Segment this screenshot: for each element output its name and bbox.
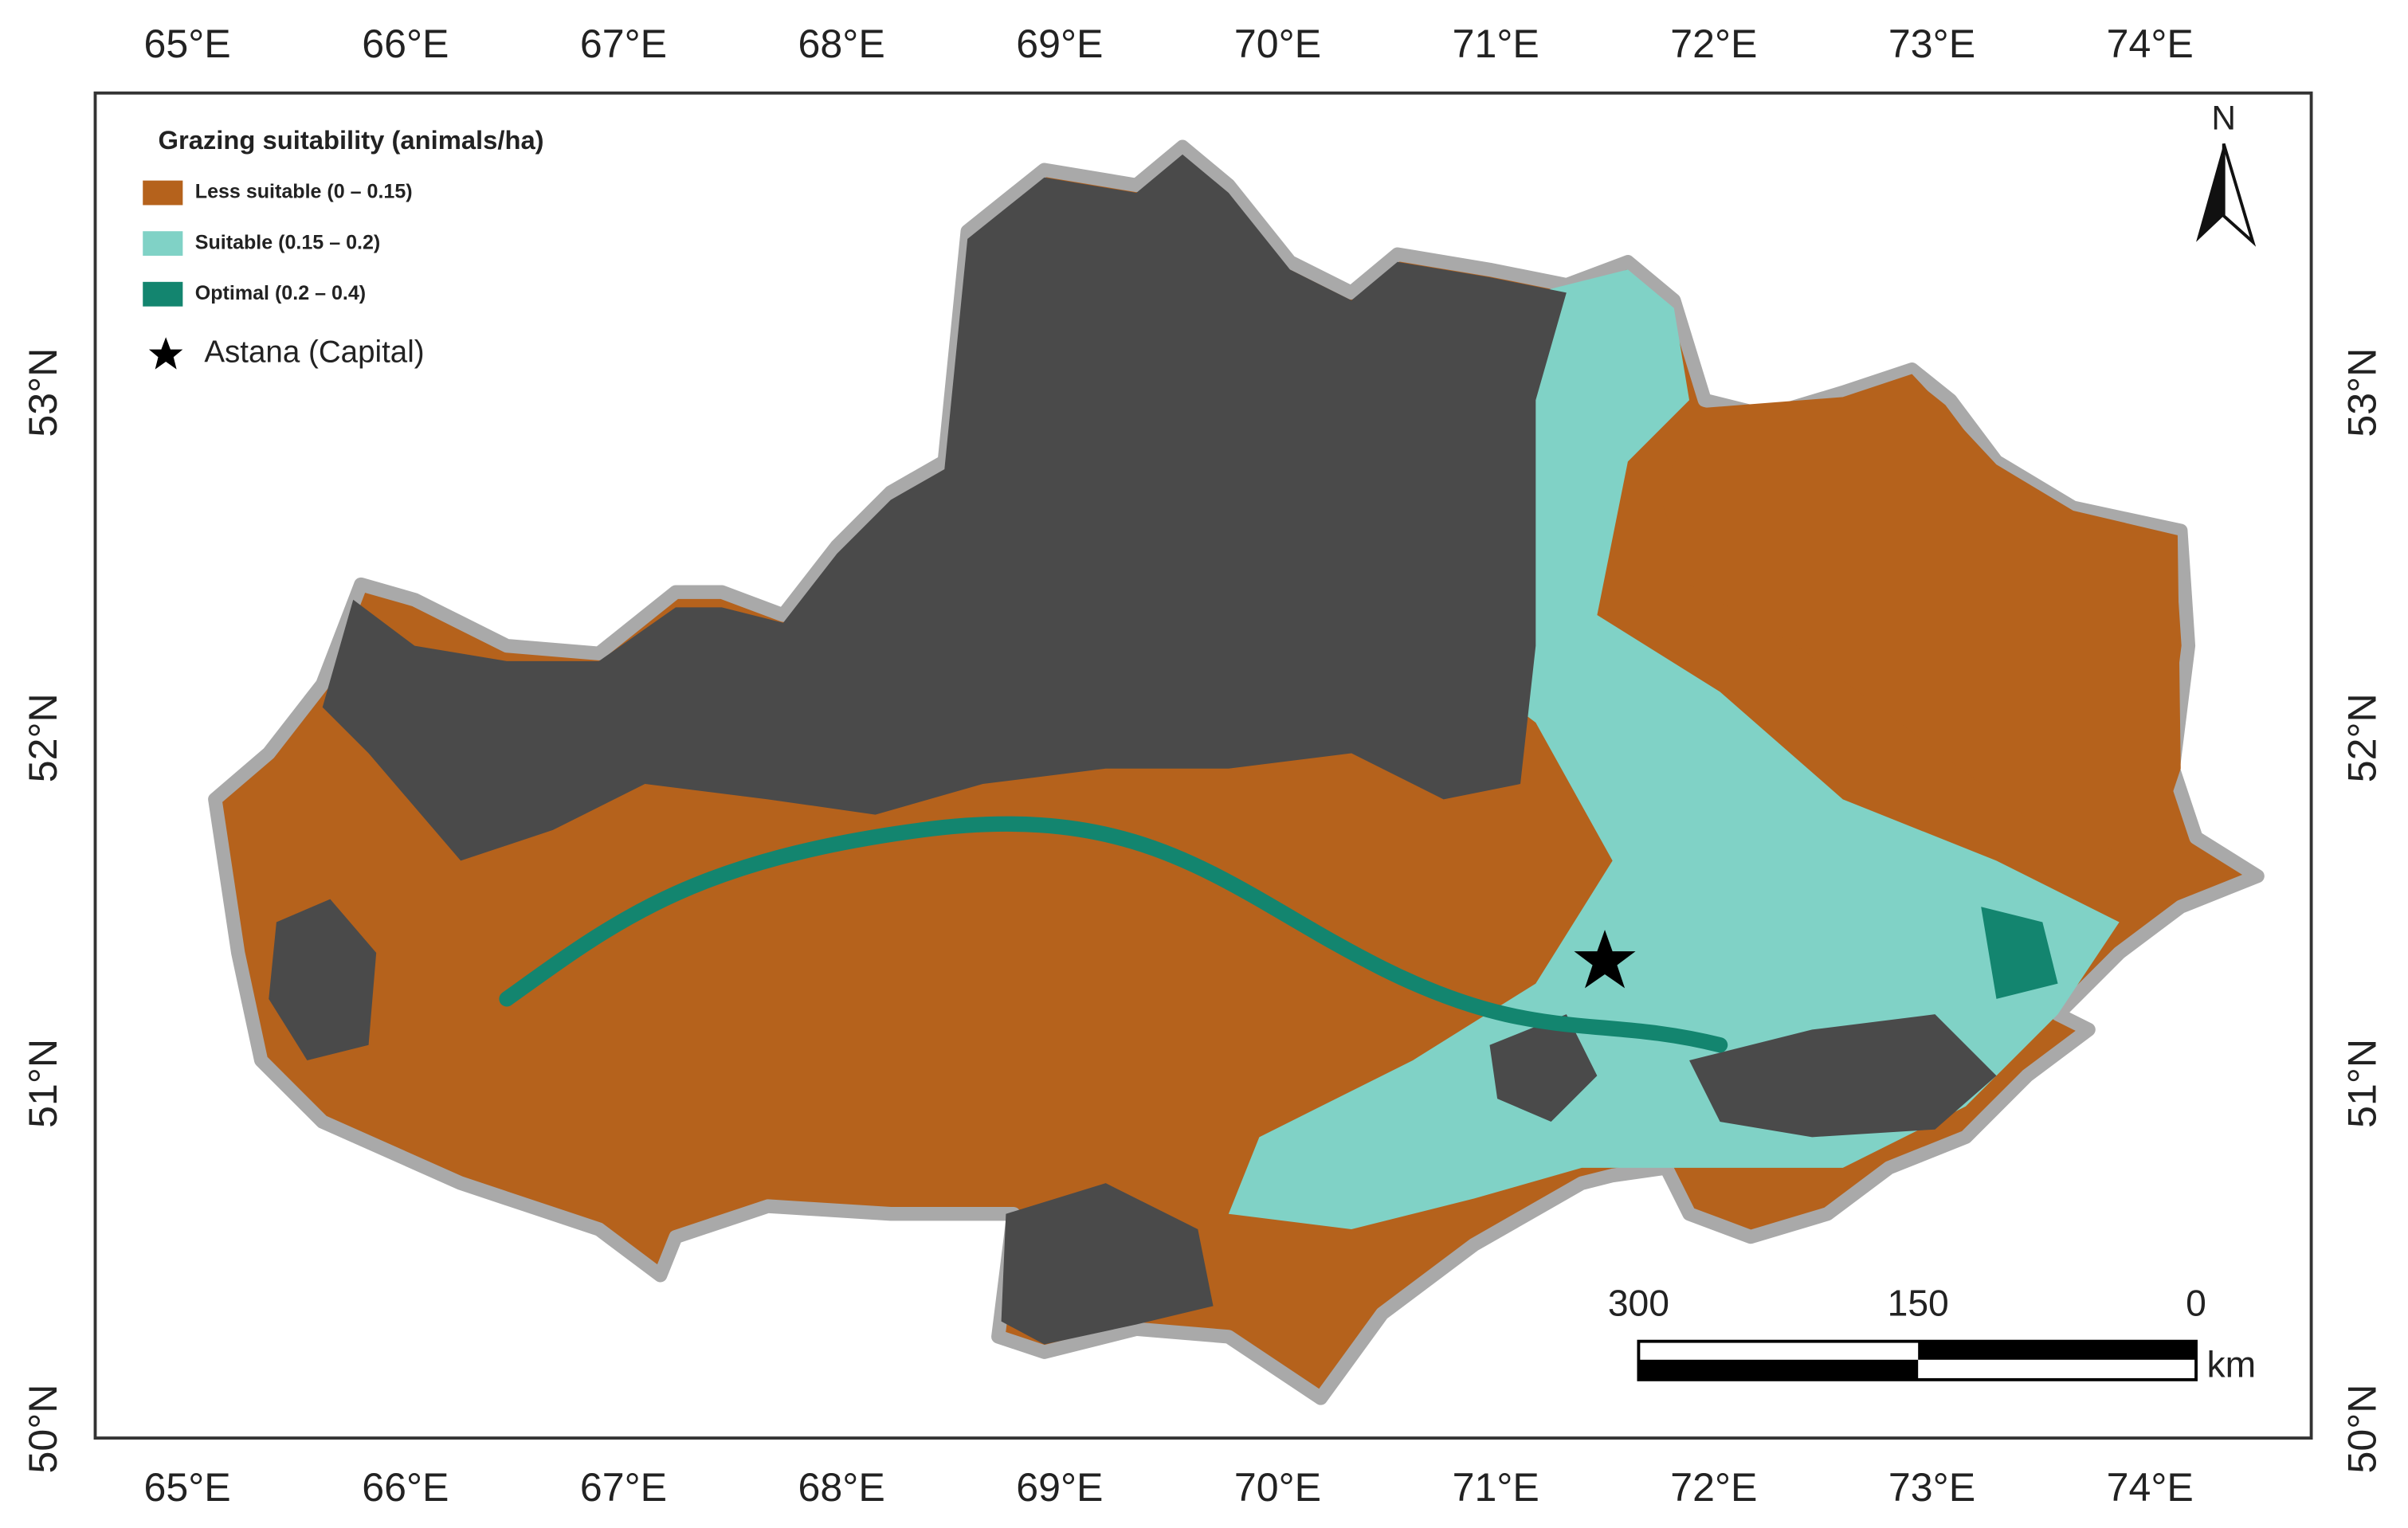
non-grazing-south [1001, 1183, 1214, 1345]
legend-label: Less suitable (0 – 0.15) [195, 181, 413, 203]
scale-label: 150 [1888, 1283, 1949, 1324]
scale-label: 0 [2186, 1283, 2206, 1324]
scale-bar-segment [1918, 1341, 2197, 1360]
longitude-label-top: 66°E [362, 22, 449, 66]
north-arrow: N [2196, 100, 2257, 247]
longitude-label-bottom: 69°E [1016, 1465, 1103, 1510]
longitude-label-bottom: 73°E [1888, 1465, 1975, 1510]
longitude-label-top: 74°E [2107, 22, 2194, 66]
river-corridor [499, 816, 1728, 1053]
longitude-label-bottom: 71°E [1453, 1465, 1539, 1510]
less-suitable-east [1658, 374, 2181, 861]
longitude-label-bottom: 66°E [362, 1465, 449, 1510]
longitude-label-bottom: 74°E [2107, 1465, 2194, 1510]
longitude-label-top: 68°E [798, 22, 885, 66]
legend-items: Less suitable (0 – 0.15) Suitable (0.15 –… [143, 180, 413, 307]
legend-star [148, 337, 183, 370]
scale-label: 300 [1608, 1283, 1669, 1324]
latitude-label-right: 51°N [2339, 1039, 2384, 1128]
longitude-label-bottom: 72°E [1670, 1465, 1757, 1510]
optimal-east [1981, 907, 2058, 999]
legend-label: Optimal (0.2 – 0.4) [195, 282, 366, 304]
legend-title: Grazing suitability (animals/ha) [159, 125, 544, 155]
longitude-label-bottom: 70°E [1234, 1465, 1321, 1510]
latitude-label-left: 51°N [21, 1039, 65, 1128]
latitude-label-left: 50°N [21, 1385, 65, 1474]
longitude-label-bottom: 68°E [798, 1465, 885, 1510]
map-regions [208, 139, 2265, 1405]
north-arrow-right [2222, 143, 2257, 247]
longitude-label-top: 70°E [1234, 22, 1321, 66]
north-label: N [2211, 100, 2236, 137]
scale-unit: km [2207, 1344, 2257, 1385]
legend: Grazing suitability (animals/ha) Less su… [143, 125, 544, 370]
legend-swatch [143, 231, 183, 257]
scale-bar-segment [1638, 1359, 1919, 1380]
latitude-label-right: 50°N [2339, 1385, 2384, 1474]
legend-swatch [143, 180, 183, 206]
legend-capital: Astana (Capital) [204, 335, 424, 370]
non-grazing-center [1489, 1014, 1598, 1122]
longitude-label-bottom: 65°E [144, 1465, 231, 1510]
non-grazing-southwest [269, 899, 377, 1060]
non-grazing-north [322, 154, 1567, 861]
longitude-label-bottom: 67°E [580, 1465, 667, 1510]
longitude-label-top: 71°E [1453, 22, 1539, 66]
longitude-label-top: 73°E [1888, 22, 1975, 66]
longitude-label-top: 67°E [580, 22, 667, 66]
legend-swatch [143, 281, 183, 307]
latitude-label-right: 52°N [2339, 693, 2384, 782]
graticule-labels: 65°E 65°E 66°E 66°E 67°E 67°E 68°E 68°E 69°E 69°E… [21, 22, 2384, 1510]
non-grazing-southeast [1689, 1014, 1997, 1138]
longitude-label-top: 72°E [1670, 22, 1757, 66]
longitude-label-top: 69°E [1016, 22, 1103, 66]
capital-marker [1574, 930, 1636, 989]
latitude-label-left: 53°N [21, 348, 65, 437]
longitude-label-top: 65°E [144, 22, 231, 66]
latitude-label-left: 52°N [21, 693, 65, 782]
legend-label: Suitable (0.15 – 0.2) [195, 231, 380, 253]
scale-bar: 300 150 0 km [1608, 1283, 2256, 1385]
latitude-label-right: 53°N [2339, 348, 2384, 437]
north-arrow-left [2196, 143, 2224, 242]
